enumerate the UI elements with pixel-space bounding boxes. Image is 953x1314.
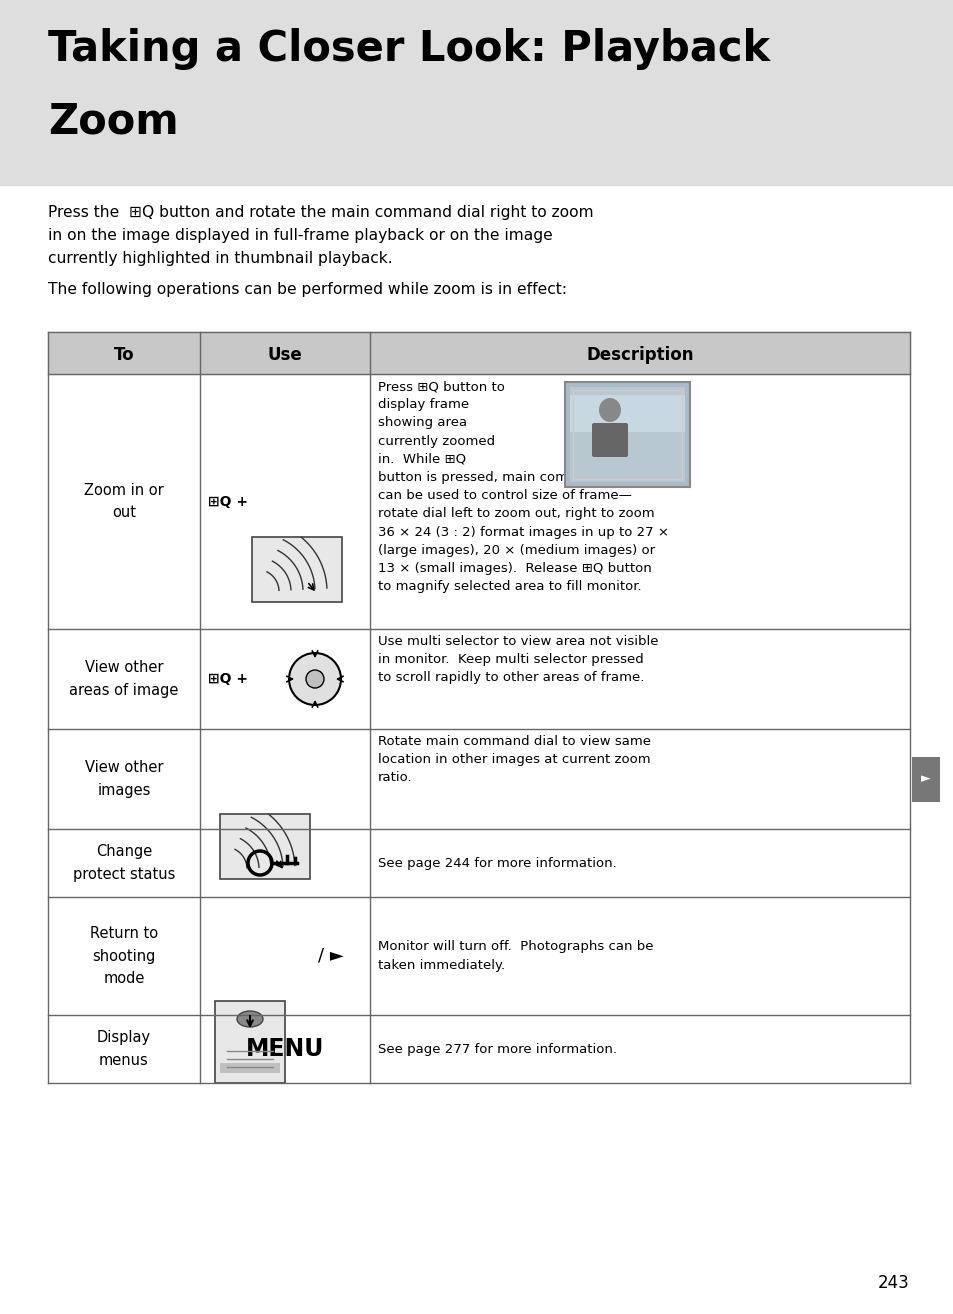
Ellipse shape <box>598 398 620 422</box>
Text: Return to
shooting
mode: Return to shooting mode <box>90 926 158 986</box>
Text: Use: Use <box>268 346 302 364</box>
Text: MENU: MENU <box>246 1037 324 1060</box>
Text: ⊞Q +: ⊞Q + <box>208 671 248 686</box>
Bar <box>564 382 689 487</box>
Text: Press ⊞Q button to
display frame
showing area
currently zoomed
in.  While ⊞Q
but: Press ⊞Q button to display frame showing… <box>377 380 668 593</box>
Text: View other
areas of image: View other areas of image <box>70 661 178 698</box>
Bar <box>911 757 939 802</box>
Ellipse shape <box>236 1010 263 1028</box>
Text: in on the image displayed in full-frame playback or on the image: in on the image displayed in full-frame … <box>48 229 552 243</box>
Text: Zoom in or
out: Zoom in or out <box>84 484 164 520</box>
Bar <box>220 1063 280 1074</box>
Text: See page 277 for more information.: See page 277 for more information. <box>377 1042 617 1055</box>
Text: ►: ► <box>921 773 930 786</box>
Text: currently highlighted in thumbnail playback.: currently highlighted in thumbnail playb… <box>48 251 393 265</box>
Bar <box>569 396 684 432</box>
FancyBboxPatch shape <box>592 423 627 457</box>
Text: See page 244 for more information.: See page 244 for more information. <box>377 857 616 870</box>
Bar <box>573 390 681 480</box>
Text: Description: Description <box>586 346 693 364</box>
Bar <box>0 0 953 185</box>
Text: Change
protect status: Change protect status <box>72 845 175 882</box>
Bar <box>214 1001 285 1083</box>
Text: Zoom: Zoom <box>48 100 178 142</box>
Text: Display
menus: Display menus <box>97 1030 151 1067</box>
Text: Use multi selector to view area not visible
in monitor.  Keep multi selector pre: Use multi selector to view area not visi… <box>377 635 658 685</box>
Text: / ►: / ► <box>317 947 343 964</box>
Text: Monitor will turn off.  Photographs can be
taken immediately.: Monitor will turn off. Photographs can b… <box>377 941 653 971</box>
Text: Taking a Closer Look: Playback: Taking a Closer Look: Playback <box>48 28 769 70</box>
Text: The following operations can be performed while zoom is in effect:: The following operations can be performe… <box>48 283 566 297</box>
Bar <box>569 388 684 482</box>
Bar <box>252 536 341 602</box>
Text: View other
images: View other images <box>85 761 163 798</box>
Text: Press the  ⊞Q button and rotate the main command dial right to zoom: Press the ⊞Q button and rotate the main … <box>48 205 593 219</box>
Circle shape <box>289 653 340 706</box>
Text: To: To <box>113 346 134 364</box>
Text: 243: 243 <box>878 1275 909 1292</box>
Text: Rotate main command dial to view same
location in other images at current zoom
r: Rotate main command dial to view same lo… <box>377 735 650 784</box>
Text: ⊞Q +: ⊞Q + <box>208 494 248 509</box>
Bar <box>220 813 310 879</box>
Circle shape <box>306 670 324 689</box>
Bar <box>48 332 909 374</box>
